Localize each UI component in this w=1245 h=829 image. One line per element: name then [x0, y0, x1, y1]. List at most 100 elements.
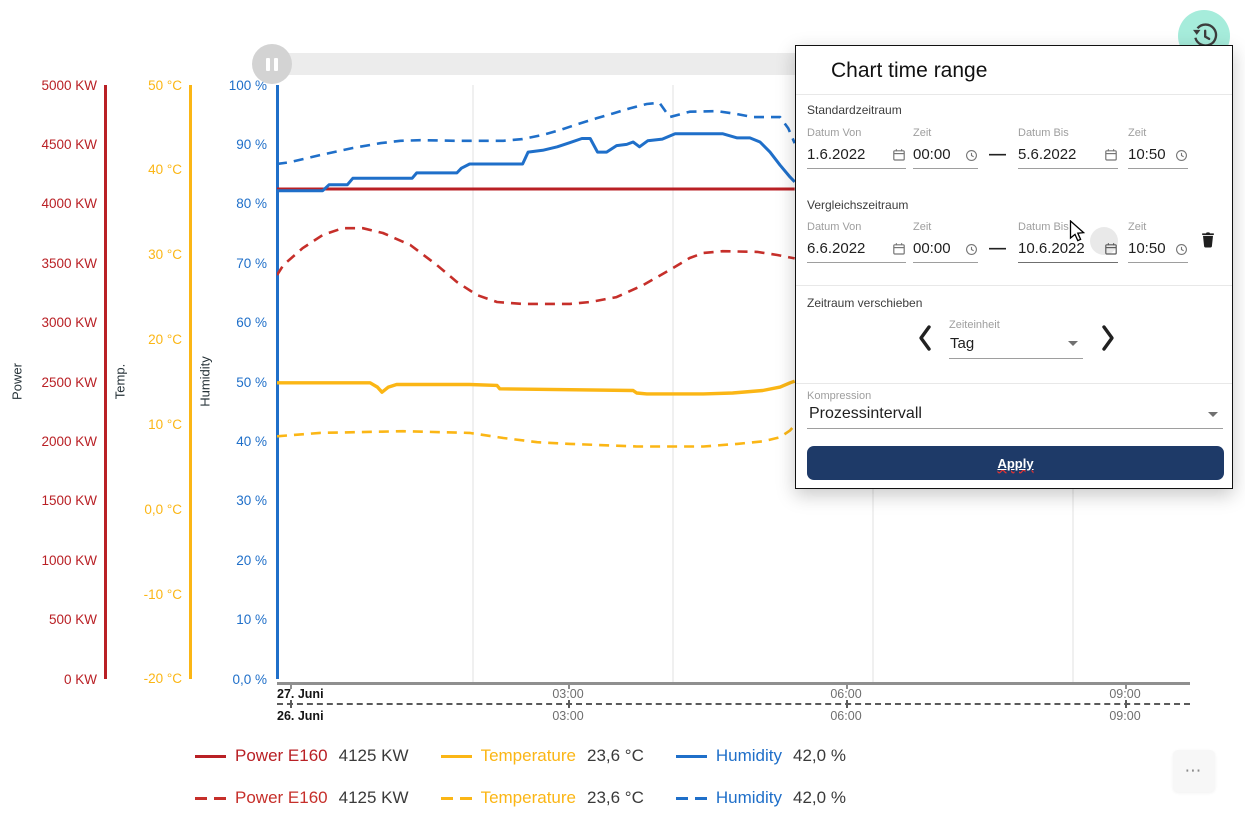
clock-icon[interactable] — [1175, 243, 1188, 256]
chevron-down-icon[interactable] — [1068, 341, 1078, 346]
clock-icon[interactable] — [1175, 149, 1188, 162]
x-axis-time-label: 06:00 — [830, 687, 862, 701]
solid-line-swatch — [195, 754, 226, 758]
x-axis-time-label: 03:00 — [552, 687, 584, 701]
divider — [796, 285, 1232, 286]
solid-line-swatch — [440, 754, 472, 758]
field-value: 1.6.2022 — [807, 146, 866, 163]
x-axis-tick — [290, 684, 292, 689]
comparison-time-from-field[interactable]: Zeit 00:00 — [913, 221, 978, 263]
comparison-date-to-field[interactable]: Datum Bis 10.6.2022 — [1018, 221, 1118, 263]
standard-time-from-field[interactable]: Zeit 00:00 — [913, 127, 978, 169]
chevron-down-icon[interactable] — [1208, 412, 1218, 417]
solid-line-swatch — [675, 754, 707, 758]
x-axis-time-label: 09:00 — [1109, 687, 1141, 701]
clock-icon[interactable] — [965, 149, 978, 162]
legend-label: Temperature — [480, 788, 576, 807]
legend-label: Humidity — [715, 788, 783, 807]
y-tick-label: 2500 KW — [41, 374, 97, 390]
field-label: Zeit — [913, 127, 932, 139]
standard-time-to-field[interactable]: Zeit 10:50 — [1128, 127, 1188, 169]
pause-button[interactable] — [252, 44, 292, 84]
history-icon — [1193, 23, 1218, 47]
standard-date-to-field[interactable]: Datum Bis 5.6.2022 — [1018, 127, 1118, 169]
field-label: Zeit — [1128, 127, 1147, 139]
legend-label: Temperature — [480, 746, 576, 765]
y-tick-label: 4000 KW — [41, 196, 97, 212]
legend-value: 42,0 % — [793, 788, 846, 807]
field-label: Datum Bis — [1018, 221, 1069, 233]
legend-row-current: Power E160 4125 KW Temperature 23,6 °C H… — [195, 746, 878, 766]
shift-forward-button[interactable] — [1100, 324, 1116, 352]
legend-item-temperature[interactable]: Temperature 23,6 °C — [440, 746, 644, 766]
calendar-icon[interactable] — [892, 242, 906, 256]
series-line-temperature-comparison — [277, 424, 796, 448]
field-value: 6.6.2022 — [807, 240, 866, 257]
y-tick-label: 2000 KW — [41, 433, 97, 449]
comparison-range-section-label: Vergleichszeitraum — [807, 198, 909, 212]
y-tick-label: 30 % — [236, 493, 267, 509]
y-tick-label: 4500 KW — [41, 136, 97, 152]
field-value: 5.6.2022 — [1018, 146, 1077, 163]
y-tick-label: 10 % — [236, 612, 267, 628]
x-axis-date-label: 27. Juni — [277, 687, 324, 701]
series-line-temperature-current — [277, 379, 796, 396]
field-value: 00:00 — [913, 240, 951, 257]
y-tick-label: 60 % — [236, 315, 267, 331]
clock-icon[interactable] — [965, 243, 978, 256]
legend-item-humidity-comparison[interactable]: Humidity 42,0 % — [675, 788, 846, 808]
shift-range-section-label: Zeitraum verschieben — [807, 296, 923, 310]
chevron-right-icon — [1102, 325, 1114, 351]
range-dash: — — [989, 144, 1006, 163]
apply-button[interactable]: Apply — [807, 446, 1224, 480]
legend-label: Humidity — [715, 746, 783, 765]
icon-ripple-highlight — [1090, 227, 1118, 255]
y-tick-label: 20 °C — [148, 332, 182, 348]
y-tick-label: 3000 KW — [41, 315, 97, 331]
legend-label: Power E160 — [235, 746, 328, 765]
legend-item-humidity[interactable]: Humidity 42,0 % — [675, 746, 846, 766]
y-tick-label: 100 % — [228, 77, 267, 93]
underline — [949, 358, 1083, 359]
y-tick-label: 10 °C — [148, 416, 182, 432]
mouse-cursor-icon — [1069, 220, 1086, 242]
y-tick-label: 1000 KW — [41, 552, 97, 568]
calendar-icon[interactable] — [892, 148, 906, 162]
legend-row-comparison: Power E160 4125 KW Temperature 23,6 °C H… — [195, 788, 878, 808]
series-line-power-e160-comparison — [277, 226, 795, 306]
field-label: Datum Bis — [1018, 127, 1069, 139]
compression-label: Kompression — [807, 390, 872, 402]
calendar-icon[interactable] — [1104, 242, 1118, 256]
temp-axis-title: Temp. — [112, 363, 128, 400]
legend-item-power[interactable]: Power E160 4125 KW — [195, 746, 409, 766]
y-tick-label: 1500 KW — [41, 493, 97, 509]
x-axis-tick — [846, 684, 848, 689]
calendar-icon[interactable] — [1104, 148, 1118, 162]
y-tick-label: 90 % — [236, 136, 267, 152]
dashed-line-swatch — [440, 796, 472, 800]
series-line-humidity-current — [277, 132, 796, 193]
y-tick-label: 30 °C — [148, 247, 182, 263]
time-unit-select[interactable]: Tag — [950, 335, 975, 352]
legend-item-temperature-comparison[interactable]: Temperature 23,6 °C — [440, 788, 644, 808]
ellipsis-icon: ⋯ — [1184, 761, 1204, 780]
delete-comparison-button[interactable] — [1198, 229, 1218, 251]
more-options-button[interactable]: ⋯ — [1173, 750, 1215, 792]
field-label: Datum Von — [807, 221, 862, 233]
comparison-time-to-field[interactable]: Zeit 10:50 — [1128, 221, 1188, 263]
legend-item-power-comparison[interactable]: Power E160 4125 KW — [195, 788, 409, 808]
y-tick-label: 20 % — [236, 552, 267, 568]
power-axis-line — [104, 85, 107, 679]
standard-date-from-field[interactable]: Datum Von 1.6.2022 — [807, 127, 906, 169]
comparison-date-from-field[interactable]: Datum Von 6.6.2022 — [807, 221, 906, 263]
compression-select[interactable]: Prozessintervall — [809, 405, 922, 422]
y-tick-label: 0,0 % — [232, 671, 267, 687]
power-axis-title: Power — [9, 363, 25, 400]
time-unit-label: Zeiteinheit — [949, 319, 1000, 331]
x-axis-time-label: 09:00 — [1109, 709, 1141, 723]
temp-axis-line — [189, 85, 192, 679]
y-tick-label: -10 °C — [143, 586, 182, 602]
y-tick-label: -20 °C — [143, 671, 182, 687]
field-value: 10:50 — [1128, 240, 1166, 257]
shift-back-button[interactable] — [917, 324, 933, 352]
